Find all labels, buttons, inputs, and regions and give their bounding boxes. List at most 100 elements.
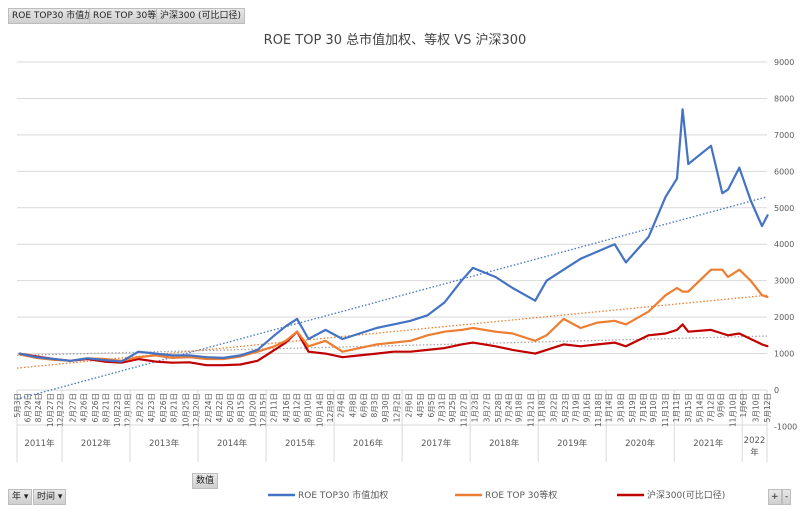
data-point [443, 330, 446, 333]
data-point [239, 354, 242, 357]
x-tick-label: 12月9日 [326, 393, 335, 422]
data-point [625, 323, 627, 326]
data-point [284, 325, 287, 328]
x-tick-label: 9月30日 [381, 393, 390, 422]
data-point [494, 276, 497, 278]
data-point [681, 290, 684, 293]
year-label: 2013年 [149, 438, 180, 449]
data-point [52, 358, 55, 360]
x-tick-label: 2月22日 [136, 393, 145, 422]
data-point [766, 214, 769, 216]
x-tick-label: 8月3日 [370, 393, 379, 418]
x-tick-label: 10月14日 [316, 393, 325, 427]
time-axis-button[interactable]: 时间 ▾ [33, 489, 67, 505]
series-line [19, 268, 769, 362]
year-label: 2019年 [557, 438, 588, 449]
data-point [296, 330, 299, 333]
data-point [426, 334, 429, 337]
data-point [596, 250, 599, 253]
x-tick-label: 5月28日 [494, 393, 503, 422]
year-axis-button[interactable]: 年 ▾ [8, 489, 33, 505]
data-point [137, 356, 140, 359]
x-tick-label: 6月12日 [292, 393, 301, 422]
data-point [596, 343, 599, 346]
x-tick-label: 2月4日 [336, 393, 345, 418]
data-point [681, 108, 684, 111]
data-point [761, 294, 763, 297]
data-point [471, 341, 474, 344]
data-point [721, 332, 724, 335]
year-label: 2014年 [217, 438, 248, 449]
field-button-csi300[interactable]: 沪深300 (可比口径) [156, 8, 246, 24]
data-point [738, 166, 741, 169]
x-tick-label: 9月18日 [515, 393, 524, 422]
data-point [188, 361, 191, 364]
data-point [69, 359, 72, 362]
data-point [727, 334, 729, 337]
data-point [647, 334, 650, 337]
expand-button[interactable]: + [768, 489, 782, 505]
x-tick-label: 3月15日 [684, 393, 693, 422]
data-point [375, 343, 378, 346]
x-tick-label: 7月19日 [572, 393, 581, 422]
x-tick-label: 6月5日 [427, 393, 436, 418]
data-point [676, 177, 678, 180]
trendline [16, 335, 768, 357]
data-point [120, 360, 123, 363]
x-tick-label: 12月18日 [124, 393, 133, 427]
data-point [596, 321, 599, 324]
x-tick-label: 7月12日 [706, 393, 715, 422]
data-point [721, 192, 724, 195]
data-point [738, 332, 741, 335]
data-point [273, 349, 276, 351]
x-tick-label: 12月22日 [56, 393, 65, 427]
chart-title: ROE TOP 30 总市值加权、等权 VS 沪深300 [264, 32, 527, 48]
x-tick-label: 11月18日 [594, 393, 603, 427]
y-tick-label: -1000 [774, 422, 797, 431]
data-point [426, 349, 429, 351]
data-point [171, 357, 174, 359]
y-tick-label: 0 [774, 386, 779, 395]
x-tick-label: 11月21日 [527, 393, 536, 427]
data-point [579, 327, 582, 329]
data-point [358, 347, 361, 349]
data-point [749, 279, 752, 282]
x-tick-label: 10月27日 [46, 393, 55, 427]
data-point [307, 345, 310, 348]
x-tick-label: 7月31日 [438, 393, 447, 422]
data-point [534, 299, 537, 302]
time-label: 时间 [37, 492, 56, 502]
data-point [273, 334, 276, 337]
data-point [647, 310, 650, 313]
data-point [256, 349, 259, 351]
data-point [273, 345, 276, 348]
data-point [239, 363, 242, 366]
x-tick-label: 5月19日 [628, 393, 637, 422]
x-tick-label: 2月27日 [68, 393, 77, 422]
data-point [710, 144, 712, 147]
x-tick-label: 10月25日 [182, 393, 191, 427]
data-point [222, 357, 225, 359]
y-tick-label: 7000 [774, 131, 794, 140]
x-tick-label: 4月8日 [348, 393, 357, 418]
collapse-button[interactable]: - [782, 489, 792, 505]
data-point [205, 364, 208, 367]
values-field-button[interactable]: 数值 [192, 473, 219, 489]
year-label: 2017年 [421, 438, 452, 449]
x-tick-label: 8月15日 [236, 393, 245, 422]
x-tick-label: 9月25日 [448, 393, 457, 422]
data-point [613, 243, 616, 246]
data-point [511, 332, 514, 335]
data-point [511, 349, 514, 351]
data-point [676, 328, 678, 331]
data-point [188, 354, 191, 357]
x-tick-label: 1月18日 [537, 393, 546, 422]
data-point [284, 339, 287, 342]
x-tick-label: 8月24日 [34, 393, 43, 422]
data-point [738, 268, 741, 271]
data-point [137, 358, 140, 360]
data-point [205, 356, 208, 359]
x-tick-label: 12月2日 [393, 393, 402, 422]
legend-label: ROE TOP30 市值加权 [298, 489, 388, 501]
x-tick-label: 9月6日 [717, 393, 726, 418]
